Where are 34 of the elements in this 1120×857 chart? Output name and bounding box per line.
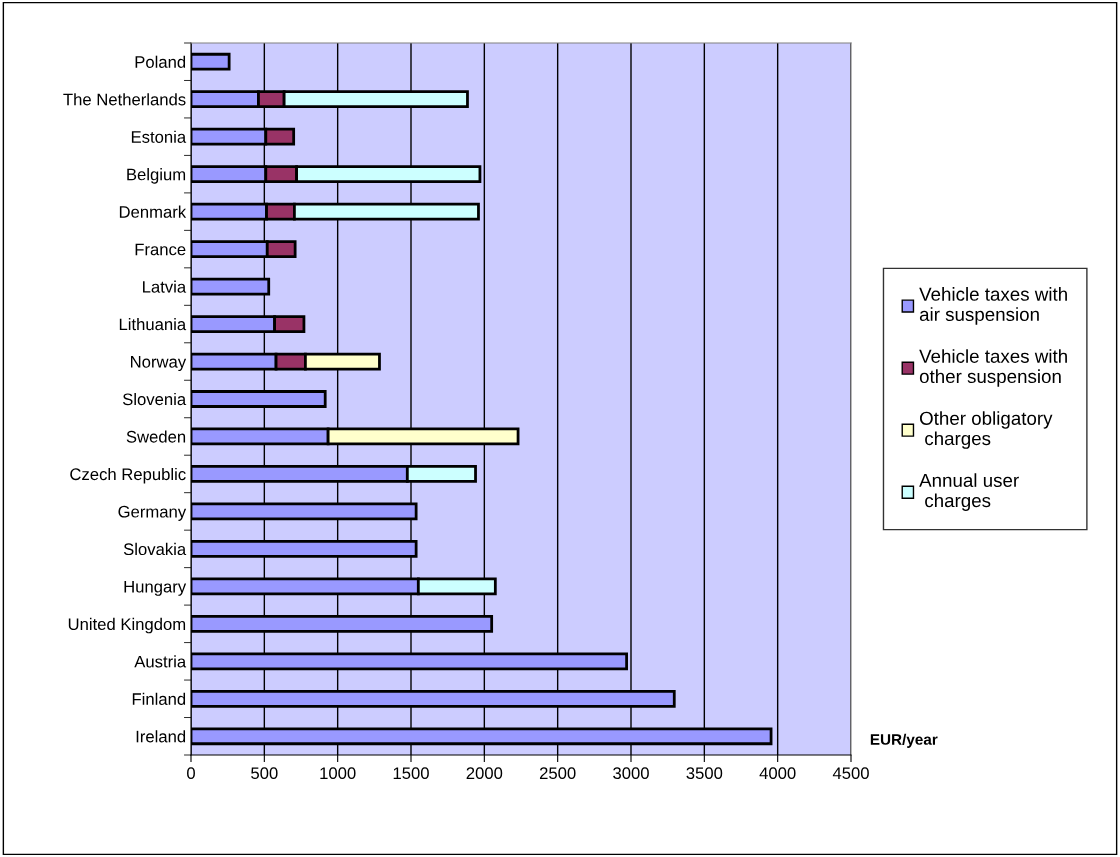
y-tick-label: Lithuania — [119, 318, 187, 331]
legend-label: Vehicle taxes with air suspension — [919, 287, 1067, 325]
y-tick-label: Belgium — [127, 168, 186, 184]
x-tick-label: 4000 — [759, 767, 796, 780]
y-tick-label: Poland — [135, 55, 186, 68]
x-tick-label: 3500 — [686, 767, 723, 780]
legend-label: Vehicle taxes with other suspension — [919, 349, 1067, 387]
y-tick-label: France — [135, 243, 186, 256]
y-tick-label: Hungary — [124, 580, 187, 596]
y-tick-label: Latvia — [143, 280, 187, 293]
legend-label: Other obligatory charges — [919, 411, 1053, 449]
y-tick-label: The Netherlands — [63, 93, 186, 106]
y-tick-label: Ireland — [136, 730, 186, 743]
y-tick-label: Finland — [132, 692, 186, 705]
y-tick-label: Norway — [131, 356, 187, 372]
x-tick-label: 500 — [251, 767, 278, 780]
y-tick-label: Sweden — [126, 430, 186, 443]
x-axis-title: EUR/year — [870, 733, 938, 748]
y-tick-label: United Kingdom — [68, 617, 186, 634]
y-tick-label: Slovakia — [123, 542, 187, 556]
y-tick-label: Austria — [134, 655, 187, 668]
x-tick-label: 1000 — [320, 767, 356, 780]
x-tick-label: 2000 — [466, 767, 503, 780]
x-tick-label: 2500 — [539, 767, 576, 780]
x-tick-label: 4500 — [832, 767, 869, 780]
y-tick-label: Slovenia — [122, 392, 187, 406]
y-tick-label: Denmark — [119, 205, 187, 218]
y-tick-label: Estonia — [131, 130, 187, 143]
y-tick-label: Czech Republic — [70, 467, 186, 484]
legend-label: Annual user charges — [919, 473, 1019, 511]
y-tick-label: Germany — [118, 505, 187, 521]
x-tick-label: 1500 — [393, 767, 429, 780]
x-tick-label: 3000 — [613, 767, 649, 780]
x-tick-label: 0 — [187, 767, 195, 780]
